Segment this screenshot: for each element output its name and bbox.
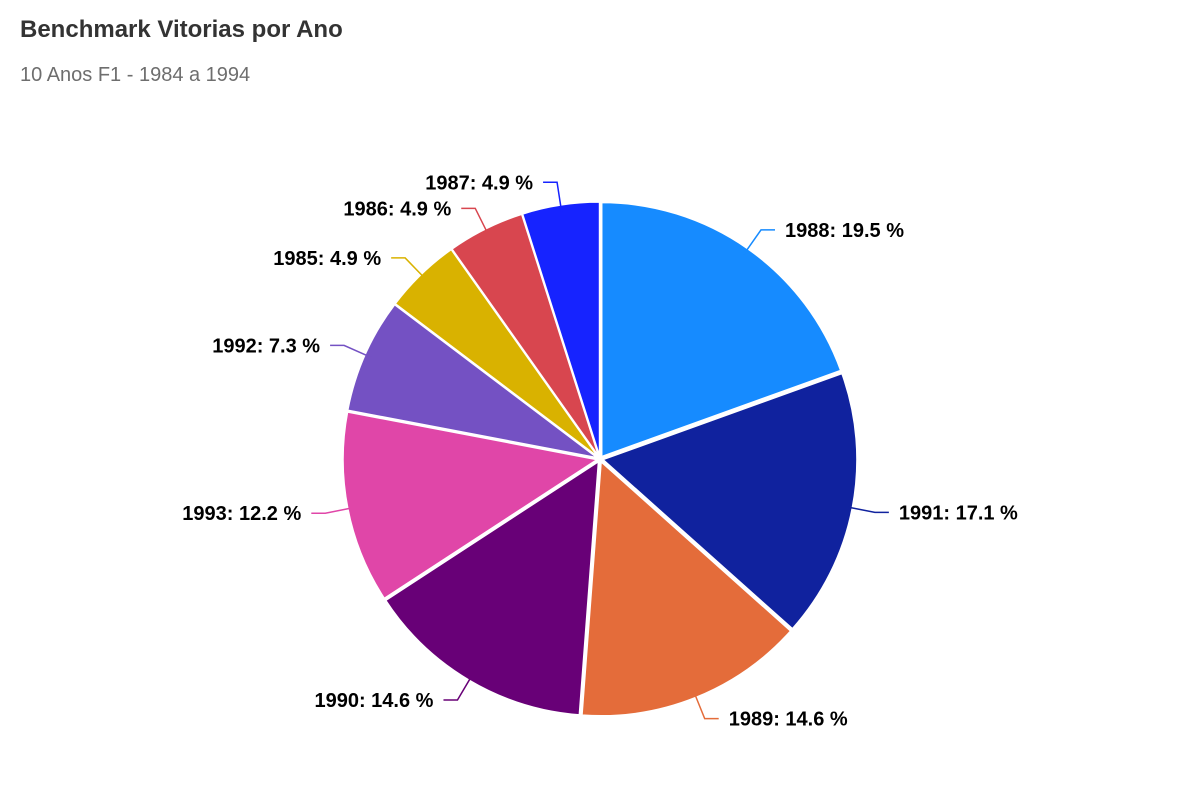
slice-label-1991: 1991: 17.1 % [899, 502, 1018, 524]
slice-label-1989: 1989: 14.6 % [729, 709, 848, 731]
leader-line-1986 [461, 207, 490, 236]
slice-label-1986: 1986: 4.9 % [343, 198, 451, 220]
slice-label-1987: 1987: 4.9 % [425, 172, 533, 194]
leader-line-1985 [391, 257, 427, 280]
leader-line-1988 [743, 229, 776, 255]
leader-line-1990 [443, 673, 474, 701]
leader-line-1992 [330, 344, 372, 359]
slice-label-1993: 1993: 12.2 % [182, 503, 301, 525]
slice-label-1990: 1990: 14.6 % [314, 690, 433, 712]
slice-label-1992: 1992: 7.3 % [212, 335, 320, 357]
leader-line-1993 [311, 506, 355, 514]
leader-line-1991 [845, 505, 889, 514]
leader-line-1987 [543, 181, 563, 213]
chart-title: Benchmark Vitorias por Ano [20, 16, 343, 43]
leader-line-1989 [692, 690, 719, 720]
slice-label-1988: 1988: 19.5 % [785, 220, 904, 242]
chart-subtitle: 10 Anos F1 - 1984 a 1994 [20, 64, 251, 86]
slice-label-1985: 1985: 4.9 % [273, 248, 381, 270]
